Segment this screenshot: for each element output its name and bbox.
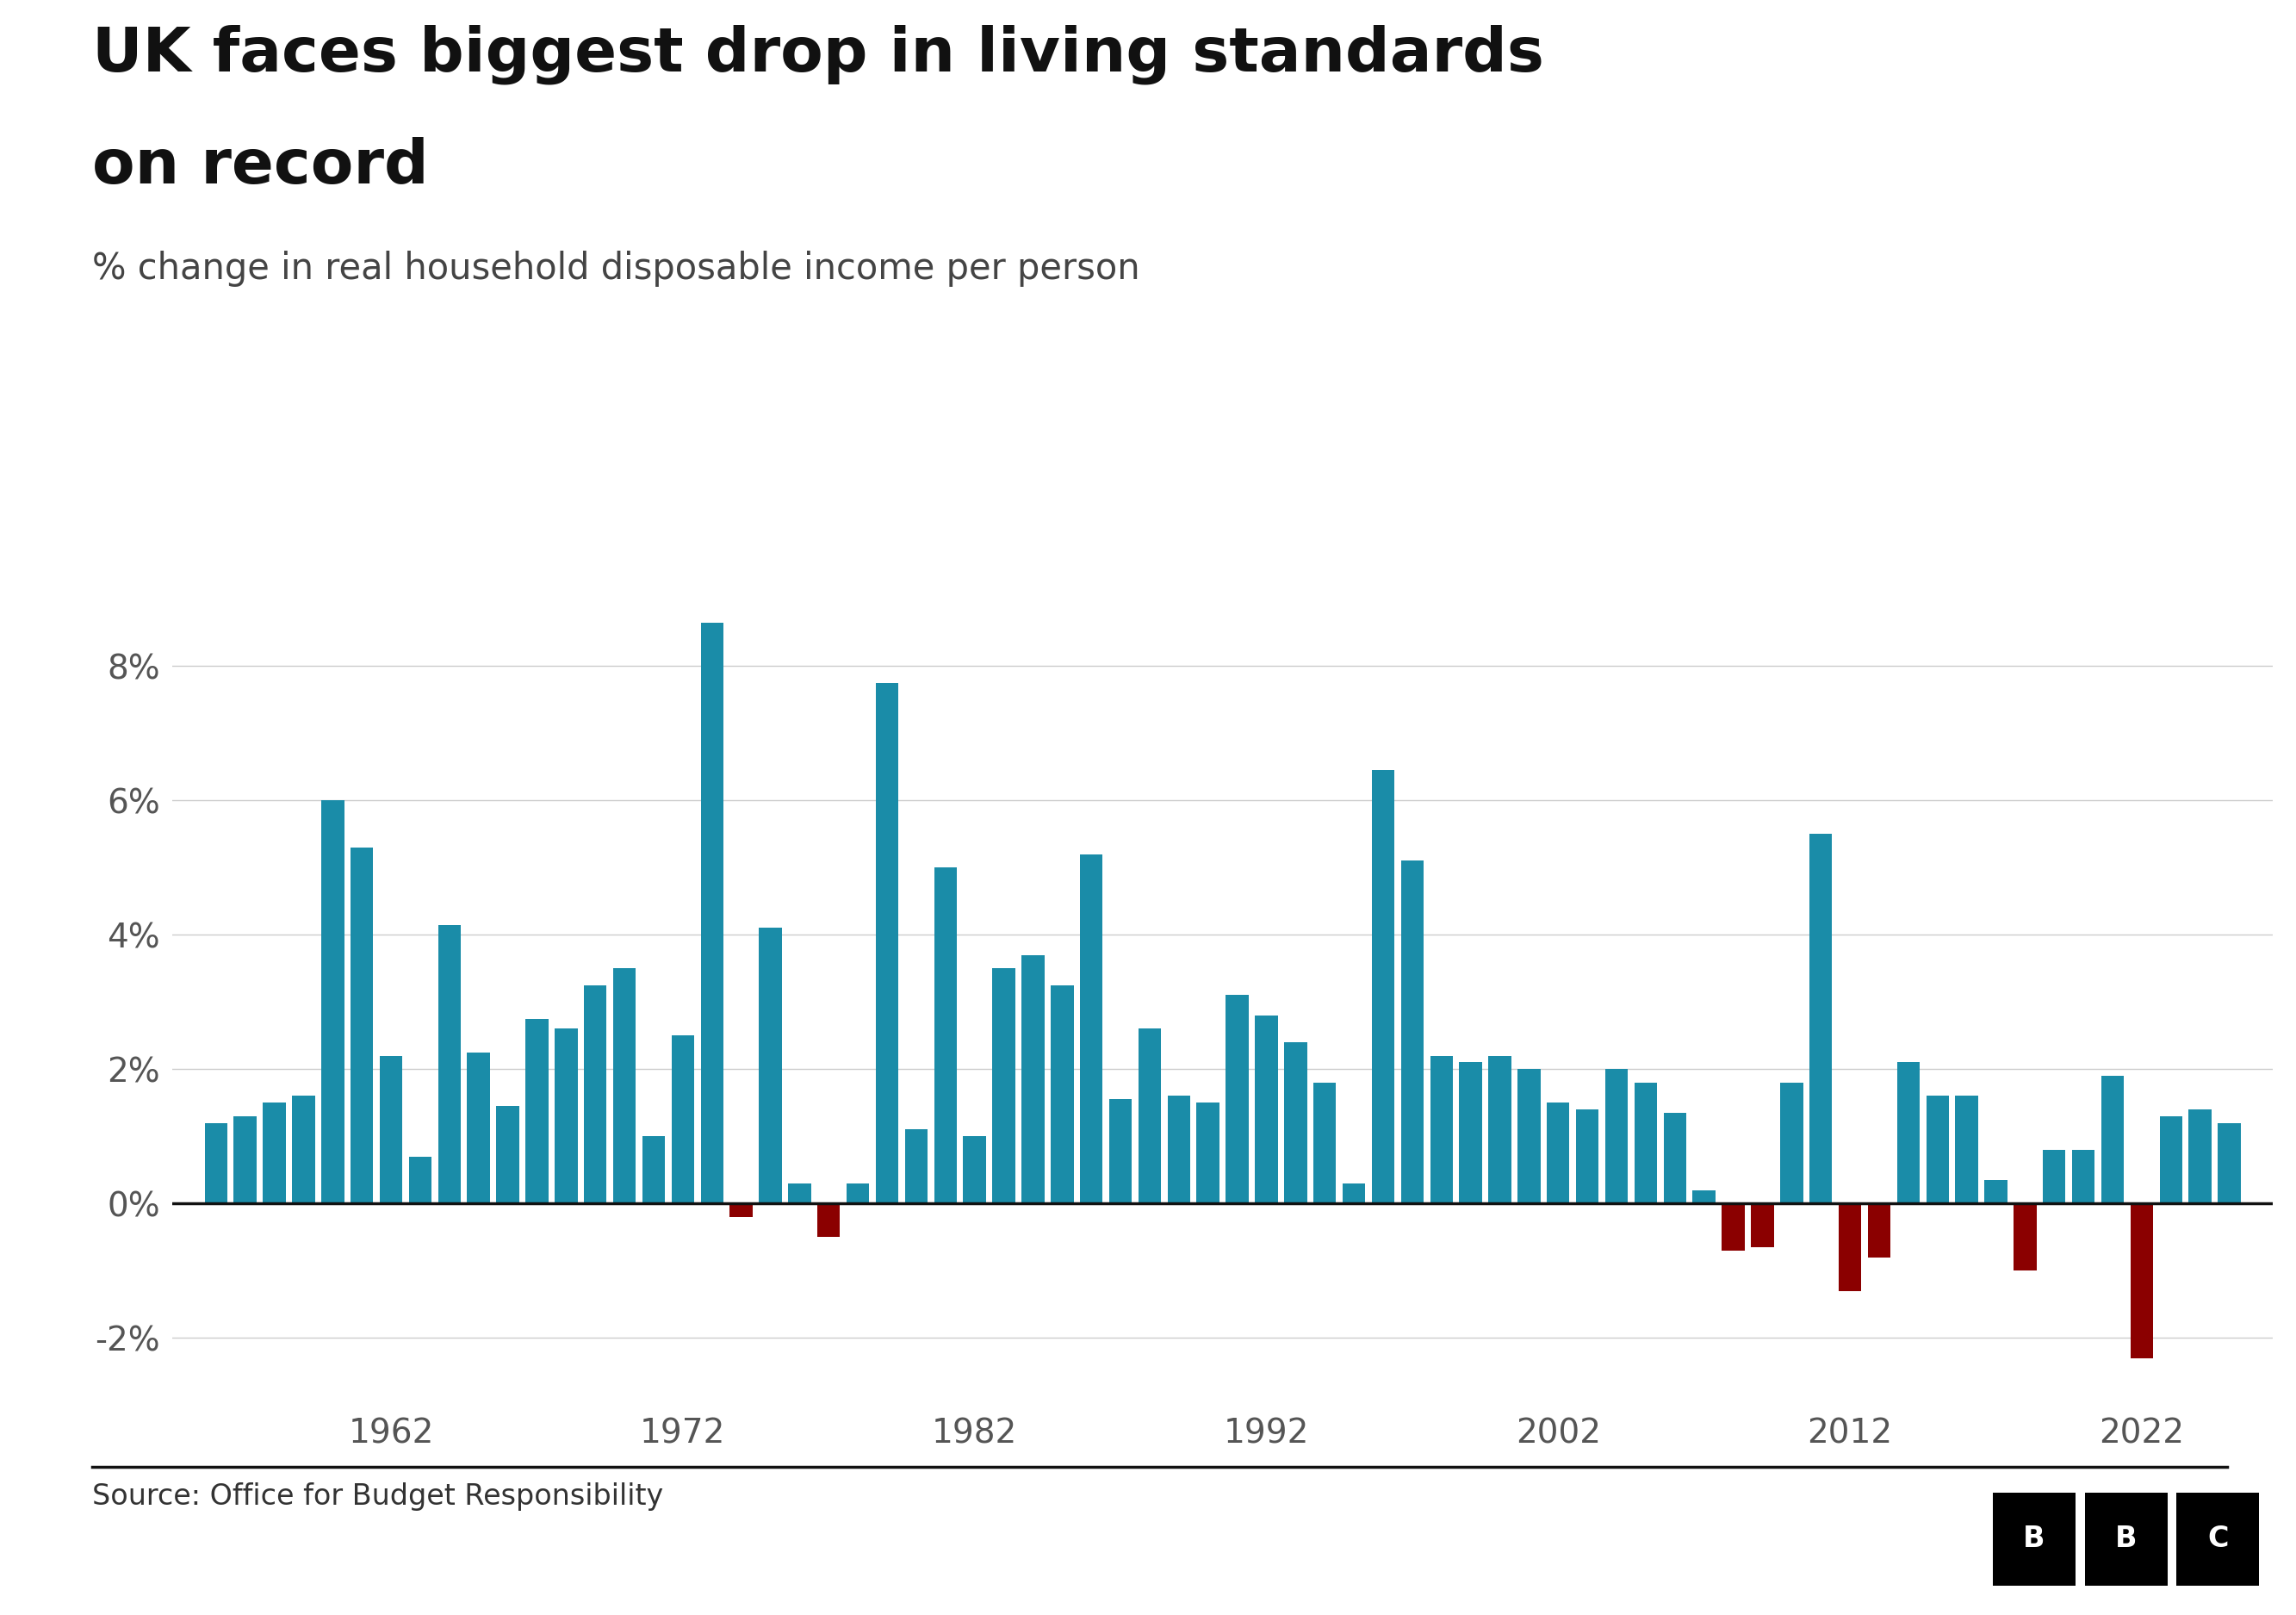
Bar: [1488, 1056, 1511, 1203]
Bar: [1079, 854, 1102, 1203]
Bar: [1926, 1097, 1949, 1203]
Bar: [1896, 1063, 1919, 1203]
Bar: [264, 1103, 285, 1203]
Bar: [1139, 1029, 1162, 1203]
Bar: [1022, 954, 1045, 1203]
Bar: [788, 1184, 810, 1203]
Bar: [1867, 1203, 1890, 1256]
Bar: [1635, 1082, 1658, 1203]
Text: B: B: [2115, 1525, 2138, 1554]
Bar: [1665, 1113, 1685, 1203]
Bar: [466, 1053, 489, 1203]
Bar: [1779, 1082, 1802, 1203]
Bar: [934, 867, 957, 1203]
Bar: [496, 1106, 519, 1203]
Bar: [2014, 1203, 2037, 1271]
Bar: [409, 1156, 432, 1203]
Text: % change in real household disposable income per person: % change in real household disposable in…: [92, 250, 1139, 286]
Bar: [292, 1097, 315, 1203]
Bar: [1371, 770, 1394, 1203]
Text: UK faces biggest drop in living standards: UK faces biggest drop in living standard…: [92, 24, 1543, 84]
Bar: [2043, 1150, 2066, 1203]
Bar: [1226, 995, 1249, 1203]
Bar: [992, 969, 1015, 1203]
Bar: [2101, 1076, 2124, 1203]
Text: on record: on record: [92, 137, 429, 197]
Bar: [583, 985, 606, 1203]
Bar: [1605, 1069, 1628, 1203]
Bar: [760, 929, 781, 1203]
Bar: [439, 925, 461, 1203]
Bar: [1692, 1190, 1715, 1203]
Bar: [1722, 1203, 1745, 1250]
Bar: [875, 683, 898, 1203]
Bar: [379, 1056, 402, 1203]
Bar: [1575, 1110, 1598, 1203]
Bar: [321, 801, 344, 1203]
Bar: [613, 969, 636, 1203]
Bar: [204, 1122, 227, 1203]
Bar: [1256, 1016, 1279, 1203]
Bar: [526, 1019, 549, 1203]
Bar: [2131, 1203, 2154, 1358]
Bar: [1166, 1097, 1189, 1203]
Bar: [730, 1203, 753, 1218]
Bar: [1460, 1063, 1481, 1203]
Bar: [1343, 1184, 1366, 1203]
Bar: [1052, 985, 1075, 1203]
Bar: [1401, 861, 1424, 1203]
Text: B: B: [2023, 1525, 2046, 1554]
Bar: [556, 1029, 579, 1203]
Bar: [1283, 1042, 1306, 1203]
Bar: [964, 1137, 985, 1203]
Bar: [1196, 1103, 1219, 1203]
Bar: [2161, 1116, 2181, 1203]
Bar: [643, 1137, 666, 1203]
Bar: [1313, 1082, 1336, 1203]
Bar: [1109, 1100, 1132, 1203]
Bar: [1984, 1181, 2007, 1203]
Bar: [351, 848, 374, 1203]
Bar: [234, 1116, 257, 1203]
Bar: [1809, 833, 1832, 1203]
Bar: [2071, 1150, 2094, 1203]
Bar: [1752, 1203, 1775, 1247]
Bar: [847, 1184, 870, 1203]
Bar: [2218, 1122, 2241, 1203]
Bar: [700, 622, 723, 1203]
Bar: [1839, 1203, 1862, 1290]
Bar: [1518, 1069, 1541, 1203]
Text: C: C: [2206, 1525, 2229, 1554]
Bar: [905, 1129, 928, 1203]
Bar: [1548, 1103, 1570, 1203]
Bar: [2188, 1110, 2211, 1203]
Bar: [817, 1203, 840, 1237]
Bar: [1430, 1056, 1453, 1203]
Text: Source: Office for Budget Responsibility: Source: Office for Budget Responsibility: [92, 1483, 664, 1512]
Bar: [670, 1035, 693, 1203]
Bar: [1956, 1097, 1979, 1203]
